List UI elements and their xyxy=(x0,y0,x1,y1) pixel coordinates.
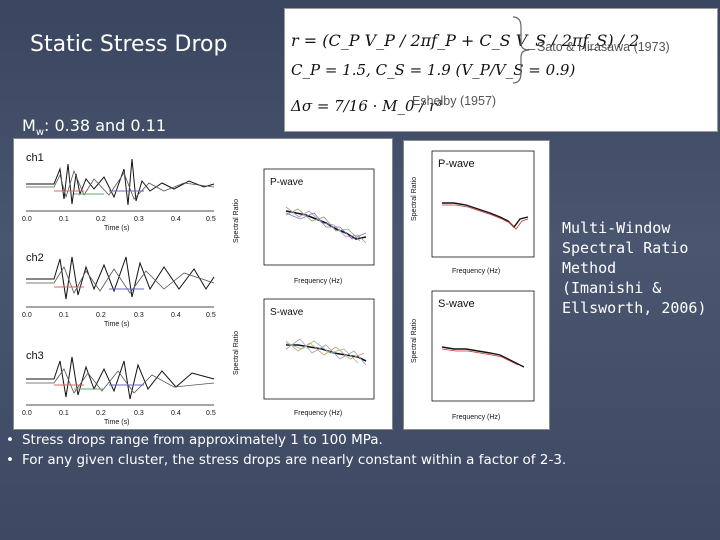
ch3-tick-4: 0.4 xyxy=(171,410,181,417)
ch2-tick-5: 0.5 xyxy=(206,312,216,319)
ch1-tick-0: 0.0 xyxy=(22,216,32,223)
ch1-time-label: Time (s) xyxy=(104,225,129,232)
ch2-tick-1: 0.1 xyxy=(59,312,69,319)
ch3-tick-5: 0.5 xyxy=(206,410,216,417)
ch1-tick-3: 0.3 xyxy=(134,216,144,223)
stress-drop-equation: Δσ = 7/16 · M_0 / r³ xyxy=(291,97,443,115)
spectral-ratio-figure: P-wave Spectral Ratio Frequency (Hz) S-w… xyxy=(403,140,550,430)
ch3-tick-1: 0.1 xyxy=(59,410,69,417)
coefficient-equation: C_P = 1.5, C_S = 1.9 (V_P/V_S = 0.9) xyxy=(291,61,576,79)
right-swave-label: S-wave xyxy=(438,298,475,310)
ch1-tick-5: 0.5 xyxy=(206,216,216,223)
right-pwave-xlabel: Frequency (Hz) xyxy=(452,268,500,275)
right-pwave-ylabel: Spectral Ratio xyxy=(411,177,418,221)
mw-symbol: M xyxy=(22,116,36,135)
method-description: Multi-Window Spectral Ratio Method (Iman… xyxy=(562,219,707,317)
corner-radius-equation: r = (C_P V_P / 2πf_P + C_S V_S / 2πf_S) … xyxy=(291,31,640,50)
bullet-item: Stress drops range from approximately 1 … xyxy=(6,430,566,450)
bullet-list: Stress drops range from approximately 1 … xyxy=(6,430,566,470)
equation-box: r = (C_P V_P / 2πf_P + C_S V_S / 2πf_S) … xyxy=(284,8,718,132)
ch2-waveform: ch2 0.0 0.1 0.2 0.3 0.4 0.5 Time (s) xyxy=(22,252,216,328)
right-swave-ylabel: Spectral Ratio xyxy=(411,319,418,363)
waveform-figure-svg: ch1 0.0 0.1 0.2 0.3 0.4 0.5 Time (s) ch2… xyxy=(22,152,375,426)
right-swave-spectrum: S-wave Spectral Ratio Frequency (Hz) xyxy=(411,290,535,421)
ch2-tick-2: 0.2 xyxy=(96,312,106,319)
mw-value: : 0.38 and 0.11 xyxy=(44,116,166,135)
ch3-tick-0: 0.0 xyxy=(22,410,32,417)
right-pwave-spectrum: P-wave Spectral Ratio Frequency (Hz) xyxy=(411,150,535,275)
sato-citation: Sato & Hirasawa (1973) xyxy=(537,40,670,54)
ch3-time-label: Time (s) xyxy=(104,419,129,426)
slide-title: Static Stress Drop xyxy=(30,32,228,57)
left-pwave-spectrum: P-wave Spectral Ratio Frequency (Hz) xyxy=(233,168,375,285)
ch3-waveform: ch3 0.0 0.1 0.2 0.3 0.4 0.5 Time (s) xyxy=(22,350,216,426)
ch1-label: ch1 xyxy=(26,152,44,164)
ch3-tick-2: 0.2 xyxy=(96,410,106,417)
ch3-tick-3: 0.3 xyxy=(134,410,144,417)
spectral-ratio-svg: P-wave Spectral Ratio Frequency (Hz) S-w… xyxy=(411,150,535,421)
left-pwave-ylabel: Spectral Ratio xyxy=(233,199,240,243)
eshelby-citation: Eshelby (1957) xyxy=(412,94,497,108)
waveform-spectra-figure: ch1 0.0 0.1 0.2 0.3 0.4 0.5 Time (s) ch2… xyxy=(13,138,393,430)
magnitude-label: Mw: 0.38 and 0.11 xyxy=(22,116,166,138)
ch2-tick-0: 0.0 xyxy=(22,312,32,319)
bullet-item: For any given cluster, the stress drops … xyxy=(6,450,566,470)
left-pwave-label: P-wave xyxy=(270,177,304,188)
ch3-label: ch3 xyxy=(26,350,44,362)
ch2-time-label: Time (s) xyxy=(104,321,129,328)
brace-icon xyxy=(512,16,530,84)
ch2-tick-4: 0.4 xyxy=(171,312,181,319)
ch1-tick-1: 0.1 xyxy=(59,216,69,223)
left-swave-spectrum: S-wave Spectral Ratio Frequency (Hz) xyxy=(233,298,375,417)
left-swave-xlabel: Frequency (Hz) xyxy=(294,410,342,417)
ch2-tick-3: 0.3 xyxy=(134,312,144,319)
left-swave-label: S-wave xyxy=(270,307,304,318)
left-swave-ylabel: Spectral Ratio xyxy=(233,331,240,375)
right-swave-xlabel: Frequency (Hz) xyxy=(452,414,500,421)
ch1-waveform: ch1 0.0 0.1 0.2 0.3 0.4 0.5 Time (s) xyxy=(22,152,216,232)
right-pwave-label: P-wave xyxy=(438,158,475,170)
mw-subscript: w xyxy=(35,127,44,139)
ch1-tick-4: 0.4 xyxy=(171,216,181,223)
left-pwave-xlabel: Frequency (Hz) xyxy=(294,278,342,285)
ch1-tick-2: 0.2 xyxy=(96,216,106,223)
ch2-label: ch2 xyxy=(26,252,44,264)
